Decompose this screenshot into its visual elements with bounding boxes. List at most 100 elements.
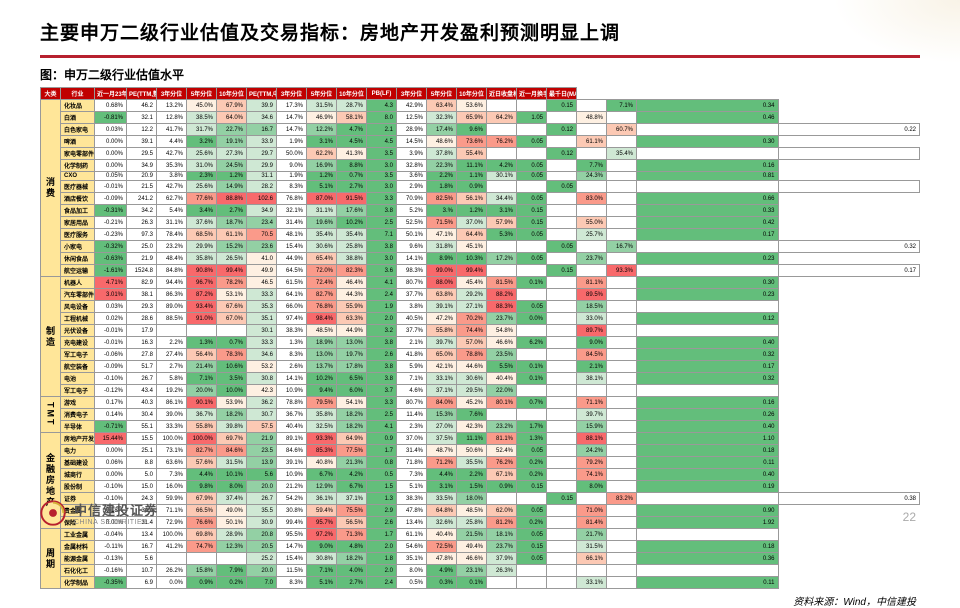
col-header: 10年分位 xyxy=(337,88,367,100)
data-cell: 25.8% xyxy=(457,517,487,529)
data-cell xyxy=(607,112,637,124)
data-cell: 35.4% xyxy=(337,229,367,241)
data-cell xyxy=(607,457,637,469)
data-cell: 0.32 xyxy=(637,349,779,361)
data-cell: 48.5% xyxy=(307,325,337,337)
data-cell: 5.5% xyxy=(487,361,517,373)
data-cell: 9.6% xyxy=(457,124,487,136)
table-row: 军工电子-0.12%43.419.2%20.0%10.0%42.310.9%9.… xyxy=(41,385,920,397)
data-cell xyxy=(517,565,547,577)
data-cell: 3.8 xyxy=(367,361,397,373)
data-cell: 82.7% xyxy=(187,445,217,457)
data-cell: 3.2 xyxy=(367,325,397,337)
data-cell: 30.8% xyxy=(307,553,337,565)
table-row: 工程机械0.02%28.688.5%91.0%67.0%35.197.4%98.… xyxy=(41,313,920,325)
data-cell: 97.4% xyxy=(277,313,307,325)
industry-cell: 医疗服务 xyxy=(61,229,95,241)
data-cell: 38.1% xyxy=(577,373,607,385)
data-cell: 71.2% xyxy=(427,457,457,469)
data-cell: 4.2% xyxy=(487,160,517,172)
data-cell: 17.3% xyxy=(277,100,307,112)
industry-cell: 电池 xyxy=(61,373,95,385)
data-cell: 61.1% xyxy=(577,136,607,148)
data-cell: 4.6% xyxy=(397,385,427,397)
industry-cell: 军工电子 xyxy=(61,385,95,397)
data-cell: 20.0 xyxy=(247,481,277,493)
data-cell: 33.3% xyxy=(157,421,187,433)
data-cell xyxy=(547,301,577,313)
data-cell: 37.0% xyxy=(397,433,427,445)
data-cell xyxy=(607,541,637,553)
table-row: 制造机器人4.71%82.994.4%96.7%78.2%46.561.5%72… xyxy=(41,277,920,289)
data-cell: 8.8 xyxy=(127,457,157,469)
data-cell xyxy=(547,160,577,172)
data-cell: 7.3% xyxy=(397,469,427,481)
data-cell: 13.4% xyxy=(397,517,427,529)
data-cell: 11.4% xyxy=(397,409,427,421)
data-cell: 241.2 xyxy=(127,193,157,205)
data-cell: 2.6 xyxy=(367,517,397,529)
adj-cell: -0.01% xyxy=(95,325,127,337)
data-cell: 77.5% xyxy=(337,445,367,457)
table-row: CXO0.05%20.93.8%2.3%1.2%31.11.9%1.2%0.7%… xyxy=(41,172,920,181)
data-cell: 3.1% xyxy=(487,205,517,217)
data-cell: 0.7% xyxy=(217,337,247,349)
data-cell xyxy=(547,409,577,421)
table-row: 小家电-0.32%25.023.2%29.9%15.2%23.615.4%30.… xyxy=(41,241,920,253)
data-cell: 66.0% xyxy=(277,301,307,313)
data-cell: 0.18 xyxy=(637,445,779,457)
data-cell: 17.6% xyxy=(337,205,367,217)
data-cell: 18.9% xyxy=(307,337,337,349)
data-cell: 69.7% xyxy=(217,433,247,445)
data-cell: 34.9 xyxy=(127,160,157,172)
data-cell: 44.6% xyxy=(457,361,487,373)
data-cell: 56.1% xyxy=(457,193,487,205)
data-cell: 71.1% xyxy=(577,397,607,409)
data-cell xyxy=(547,373,577,385)
data-cell: 59.9% xyxy=(157,493,187,505)
data-cell xyxy=(607,553,637,565)
data-cell: 7.9% xyxy=(217,565,247,577)
data-cell: 0.17 xyxy=(637,361,779,373)
col-header: 近日收盘相对近一月均线(%) xyxy=(487,88,517,100)
data-cell: 44.3% xyxy=(337,289,367,301)
data-cell: 62.2% xyxy=(307,148,337,160)
data-cell: 1.1% xyxy=(457,172,487,181)
data-cell xyxy=(547,541,577,553)
data-cell: 47.8% xyxy=(427,553,457,565)
data-cell: 16.0% xyxy=(157,481,187,493)
data-cell: 20.0% xyxy=(187,385,217,397)
data-cell: 2.4 xyxy=(367,289,397,301)
data-cell: 28.6 xyxy=(127,313,157,325)
logo-text-cn: 中信建投证券 xyxy=(74,500,158,519)
logo: 中信建投证券 CHINA SECURITIES xyxy=(40,500,158,526)
data-cell: 38.1 xyxy=(127,289,157,301)
data-cell: 79.2% xyxy=(577,457,607,469)
table-row: 周期工业金属-0.04%13.4100.0%69.8%28.9%20.895.5… xyxy=(41,529,920,541)
data-cell xyxy=(547,136,577,148)
data-cell: 4.7% xyxy=(337,124,367,136)
data-cell: 39.7% xyxy=(577,409,607,421)
data-cell: 33.9 xyxy=(247,136,277,148)
industry-cell: 电力 xyxy=(61,445,95,457)
data-cell: 8.0% xyxy=(577,481,607,493)
data-cell: 9.0% xyxy=(307,541,337,553)
adj-cell: 0.00% xyxy=(95,160,127,172)
data-cell: 31.1% xyxy=(157,217,187,229)
col-header: 最千日(MA5)近一月换手 xyxy=(547,88,577,100)
data-cell: 93.3% xyxy=(307,433,337,445)
data-cell: 76.8% xyxy=(307,301,337,313)
data-cell: 33.3 xyxy=(247,337,277,349)
data-cell: 25.6% xyxy=(187,181,217,193)
logo-icon xyxy=(40,500,66,526)
data-cell: 18.2% xyxy=(217,409,247,421)
industry-cell: 白色家电 xyxy=(61,124,95,136)
data-cell: 1.2% xyxy=(457,205,487,217)
data-cell xyxy=(547,313,577,325)
data-cell: 0.05 xyxy=(517,193,547,205)
data-cell: 9.0% xyxy=(277,160,307,172)
table-row: 消费电子0.14%30.439.0%36.7%18.2%30.736.7%35.… xyxy=(41,409,920,421)
data-cell: 78.4% xyxy=(157,229,187,241)
industry-cell: 光伏设备 xyxy=(61,325,95,337)
data-cell: 55.8% xyxy=(427,325,457,337)
